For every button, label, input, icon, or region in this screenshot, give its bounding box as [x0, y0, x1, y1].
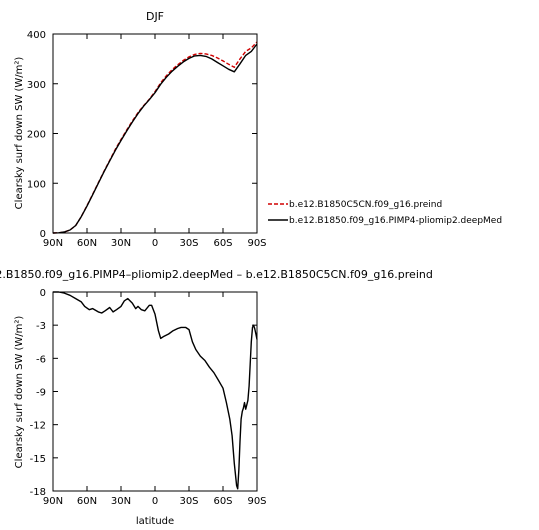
top-series-line-1 — [52, 43, 258, 234]
top-x-tick-label: 90N — [43, 238, 63, 249]
legend: b.e12.B1850C5CN.f09_g16.preind b.e12.B18… — [268, 200, 502, 226]
top-x-tick-label: 30N — [111, 238, 131, 249]
top-panel-frame — [52, 33, 258, 234]
bottom-y-tick-label: -15 — [30, 454, 46, 465]
bottom-panel: b.e12.B1850.f09_g16.PIMP4–pliomip2.deepM… — [0, 268, 433, 527]
bottom-series-line-0 — [53, 291, 258, 490]
top-x-tick-label: 30S — [179, 238, 198, 249]
top-y-tick-label: 100 — [27, 179, 46, 190]
top-series-line-0 — [52, 41, 258, 234]
top-y-tick-label: 400 — [27, 30, 46, 41]
bottom-x-tick-label: 90S — [247, 496, 266, 507]
bottom-y-tick-label: -9 — [36, 388, 46, 399]
bottom-x-tick-label: 30N — [111, 496, 131, 507]
bottom-y-tick-label: 0 — [40, 288, 46, 299]
top-y-tick-label: 200 — [27, 130, 46, 141]
bottom-x-tick-label: 60S — [213, 496, 232, 507]
bottom-y-tick-label: -3 — [36, 321, 46, 332]
top-panel-y-axis-title: Clearsky surf down SW (W/m²) — [14, 57, 25, 210]
legend-label-preind: b.e12.B1850C5CN.f09_g16.preind — [289, 200, 442, 210]
bottom-y-tick-label: -6 — [36, 354, 46, 365]
top-panel-title: DJF — [146, 10, 164, 23]
top-y-tick-label: 300 — [27, 80, 46, 91]
top-panel: DJF Clearsky surf down SW (W/m²) 90N 60N 3… — [14, 10, 267, 249]
top-x-tick-label: 60S — [213, 238, 232, 249]
bottom-y-tick-label: -12 — [30, 421, 46, 432]
top-x-tick-label: 90S — [247, 238, 266, 249]
bottom-panel-title: b.e12.B1850.f09_g16.PIMP4–pliomip2.deepM… — [0, 268, 433, 281]
bottom-panel-y-axis-title: Clearsky surf down SW (W/m²) — [14, 316, 25, 469]
top-y-tick-label: 0 — [40, 229, 46, 240]
top-x-tick-label: 60N — [77, 238, 97, 249]
bottom-x-tick-label: 90N — [43, 496, 63, 507]
bottom-x-tick-label: 60N — [77, 496, 97, 507]
top-x-tick-label: 0 — [152, 238, 158, 249]
bottom-panel-frame — [52, 291, 258, 492]
bottom-x-tick-label: 30S — [179, 496, 198, 507]
bottom-x-tick-label: 0 — [152, 496, 158, 507]
legend-label-deepmed: b.e12.B1850.f09_g16.PIMP4-pliomip2.deepM… — [289, 216, 502, 226]
bottom-panel-x-axis-title: latitude — [136, 516, 174, 527]
bottom-y-tick-label: -18 — [30, 487, 46, 498]
